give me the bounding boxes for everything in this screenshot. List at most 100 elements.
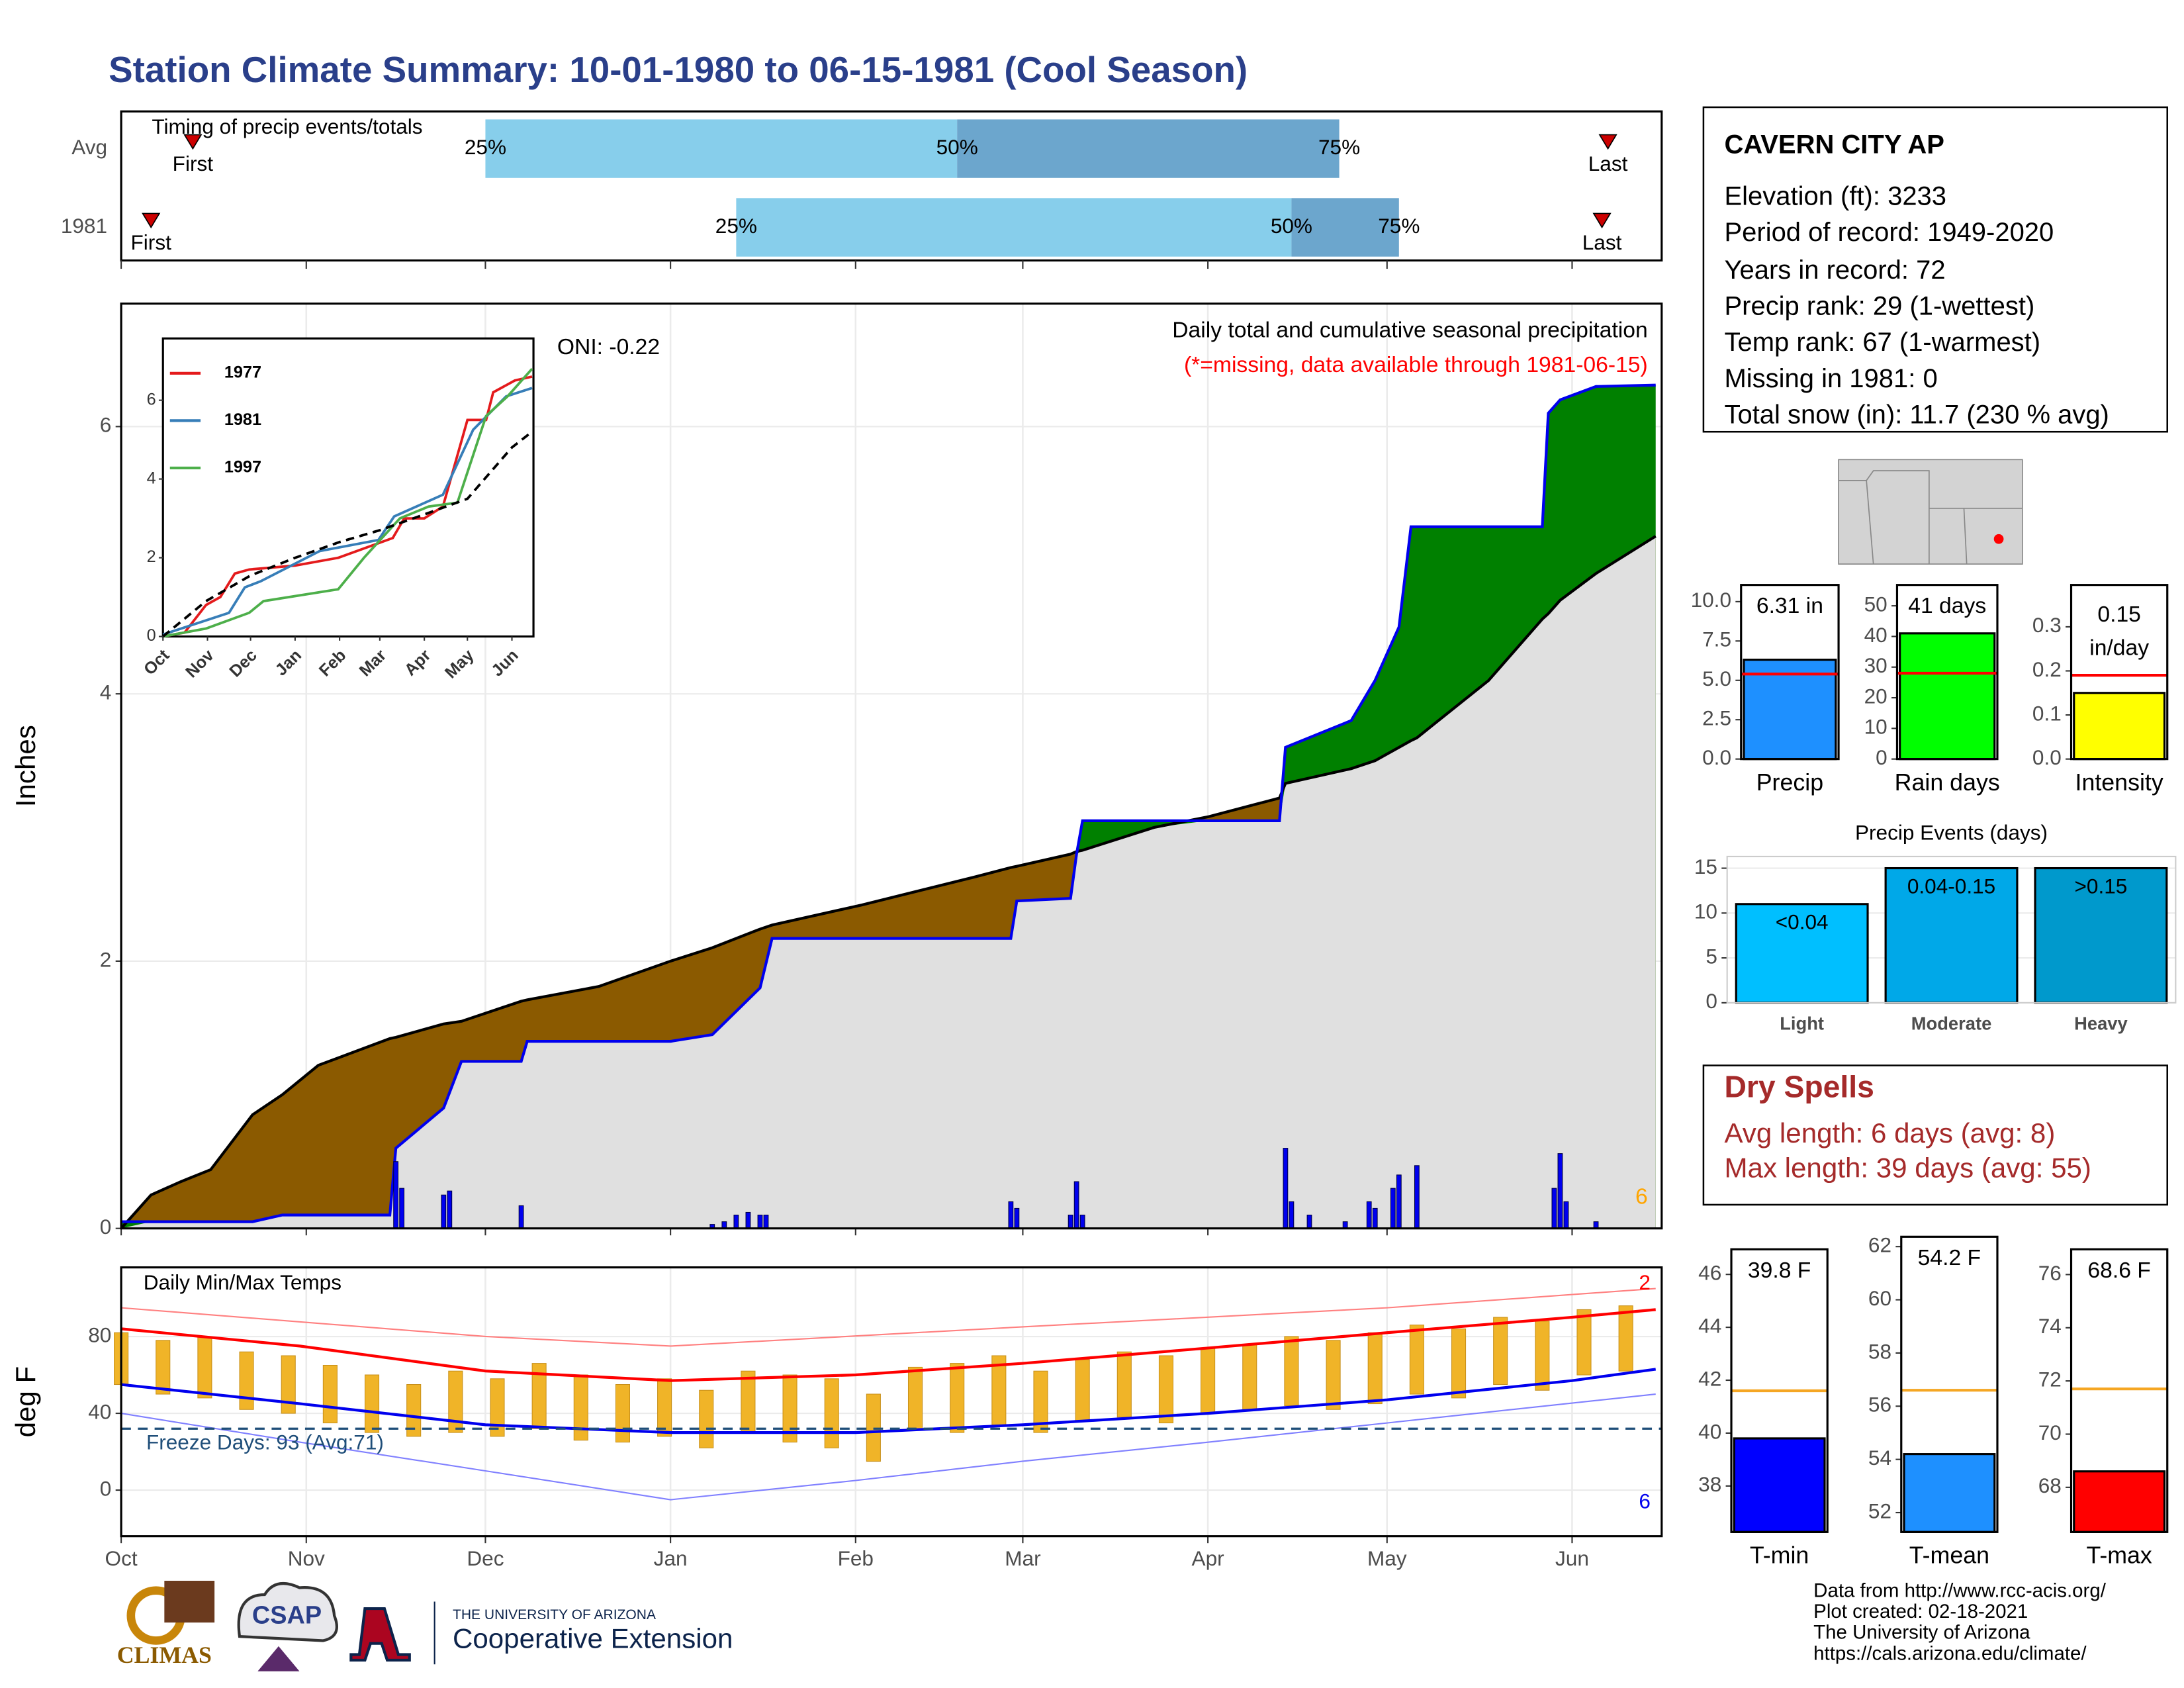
legend-label: 1981 xyxy=(224,410,261,429)
footer-line: Data from http://www.rcc-acis.org/ xyxy=(1813,1580,2107,1602)
y-tick-label: 10.0 xyxy=(1691,588,1731,612)
chart-title: Precip Events (days) xyxy=(1855,821,2048,845)
x-tick-label: Dec xyxy=(467,1546,504,1570)
bar xyxy=(1903,1453,1996,1533)
daily-precip-bar xyxy=(518,1205,524,1229)
temp-range-bar xyxy=(322,1365,338,1424)
extension-text: Cooperative Extension xyxy=(453,1623,733,1654)
value-label: 0.15 in/day xyxy=(2089,602,2149,660)
daily-precip-bar xyxy=(733,1214,739,1229)
quartile-label: 50% xyxy=(1271,214,1312,238)
temp-range-bar xyxy=(907,1366,923,1429)
annotation: 2 xyxy=(1639,1270,1651,1294)
y-tick-label: 20 xyxy=(1864,684,1888,708)
bar-label: >0.15 xyxy=(2075,874,2128,898)
y-tick-label: 0.0 xyxy=(2032,745,2062,769)
y-tick-label: 70 xyxy=(2038,1421,2062,1444)
plot-frame xyxy=(120,303,1663,1230)
plot-frame xyxy=(161,337,535,638)
temp-range-bar xyxy=(1158,1355,1174,1424)
freeze-label: Freeze Days: 93 (Avg:71) xyxy=(146,1430,384,1454)
csap-mountain xyxy=(257,1646,300,1671)
y-tick-label: 2 xyxy=(100,947,112,971)
temp-range-bar xyxy=(406,1384,422,1437)
locator-map xyxy=(1838,459,2023,565)
y-axis-label: Inches xyxy=(10,725,41,807)
quartile-bar xyxy=(957,119,1340,178)
category-label: Heavy xyxy=(2074,1013,2128,1034)
y-tick-label: 15 xyxy=(1694,855,1717,878)
category-label: Moderate xyxy=(1911,1013,1992,1034)
dry-spells-box xyxy=(1702,1064,2169,1206)
temp-range-bar xyxy=(156,1340,171,1395)
station-line: Elevation (ft): 3233 xyxy=(1724,181,1946,211)
y-tick-label: 6 xyxy=(100,413,112,437)
event-marker xyxy=(1598,134,1617,150)
y-tick-label: 60 xyxy=(1868,1286,1891,1310)
university-text: THE UNIVERSITY OF ARIZONA xyxy=(453,1607,656,1622)
y-tick-label: 74 xyxy=(2038,1314,2062,1338)
climas-logo-text: CLIMAS xyxy=(117,1642,212,1668)
temp-range-bar xyxy=(741,1370,756,1433)
station-line: Missing in 1981: 0 xyxy=(1724,364,1937,393)
row-label: 1981 xyxy=(61,214,107,238)
y-tick-label: 54 xyxy=(1868,1446,1891,1470)
temp-range-bar xyxy=(657,1378,672,1437)
x-tick-label: Mar xyxy=(1005,1546,1040,1570)
bar xyxy=(1743,659,1837,761)
quartile-bar xyxy=(1291,198,1399,257)
daily-precip-bar xyxy=(1414,1165,1420,1229)
x-tick-label: May xyxy=(1367,1546,1407,1570)
temp-range-bar xyxy=(1451,1328,1467,1399)
temp-range-bar xyxy=(490,1378,505,1437)
y-tick-label: 0 xyxy=(1876,745,1888,769)
footer-line: https://cals.arizona.edu/climate/ xyxy=(1813,1642,2087,1664)
x-tick-label: Jan xyxy=(654,1546,688,1570)
y-tick-label: 44 xyxy=(1698,1313,1721,1337)
daily-precip-bar xyxy=(1551,1188,1557,1229)
logos: CLIMAS CSAP THE UNIVERSITY OF ARIZONA Co… xyxy=(117,1580,733,1671)
page-title: Station Climate Summary: 10-01-1980 to 0… xyxy=(109,49,1248,90)
y-tick-label: 0.0 xyxy=(1702,745,1731,769)
category-label: Precip xyxy=(1756,769,1823,796)
daily-precip-bar xyxy=(1289,1201,1295,1229)
y-tick-label: 10 xyxy=(1864,715,1888,739)
daily-precip-bar xyxy=(745,1211,751,1229)
chart-title: Daily Min/Max Temps xyxy=(144,1270,341,1294)
daily-precip-bar xyxy=(447,1190,453,1229)
y-tick-label: 40 xyxy=(1698,1419,1721,1443)
event-marker xyxy=(183,134,203,150)
x-tick-label: Jun xyxy=(1555,1546,1589,1570)
y-axis-label: deg F xyxy=(10,1366,41,1438)
event-marker xyxy=(142,212,161,229)
daily-precip-bar xyxy=(763,1214,769,1229)
x-tick-label: Apr xyxy=(1192,1546,1224,1570)
plot-frame xyxy=(120,1266,1663,1538)
dry-spells-title: Dry Spells xyxy=(1724,1070,1874,1104)
temp-range-bar xyxy=(1033,1370,1048,1433)
bar xyxy=(1735,903,1869,1004)
daily-precip-bar xyxy=(1306,1214,1312,1229)
x-tick-label: Nov xyxy=(288,1546,325,1570)
y-tick-label: 40 xyxy=(1864,623,1888,647)
annotation: Daily total and cumulative seasonal prec… xyxy=(1172,318,1648,343)
daily-precip-bar xyxy=(757,1214,763,1229)
event-label: First xyxy=(173,152,214,175)
y-tick-label: 0 xyxy=(1706,989,1717,1013)
y-tick-label: 6 xyxy=(147,390,156,408)
climas-emblem xyxy=(164,1580,215,1623)
bar xyxy=(2073,692,2166,761)
station-box xyxy=(1702,106,2169,433)
station-line: Years in record: 72 xyxy=(1724,256,1945,285)
inset-line xyxy=(162,430,533,637)
y-tick-label: 58 xyxy=(1868,1339,1891,1363)
temp-line xyxy=(120,1368,1657,1434)
x-tick-label: Feb xyxy=(838,1546,874,1570)
annotation: (*=missing, data available through 1981-… xyxy=(1184,353,1648,377)
daily-precip-bar xyxy=(1396,1174,1402,1229)
daily-precip-bar xyxy=(1390,1188,1396,1229)
dry-spells-line: Avg length: 6 days (avg: 8) xyxy=(1724,1117,2055,1149)
csap-logo-text: CSAP xyxy=(252,1602,322,1630)
temp-range-bar xyxy=(1284,1336,1299,1406)
